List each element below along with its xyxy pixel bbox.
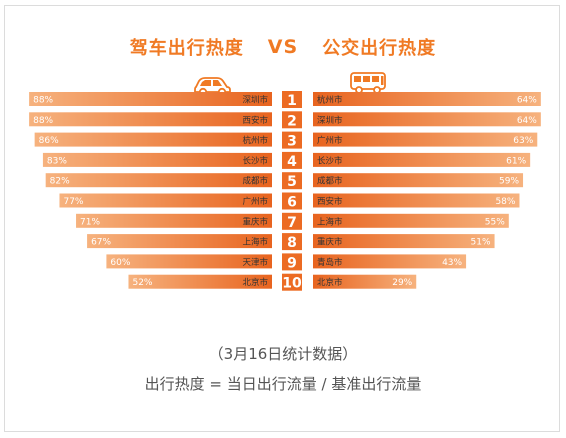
right-bar	[313, 274, 417, 289]
left-bar	[42, 152, 272, 167]
footnote-date: （3月16日统计数据）	[208, 345, 358, 363]
right-series: 杭州市 64% 深圳市 64% 广州市 63% 长沙市 61% 成都市 59% 西安市 58% 上海市 5…	[313, 92, 541, 289]
title-right: 公交出行热度	[322, 38, 437, 59]
left-city-label: 天津市	[242, 257, 268, 268]
left-bar-value: 60%	[110, 258, 130, 268]
right-city-label: 成都市	[317, 176, 343, 187]
title-left: 驾车出行热度	[129, 38, 244, 59]
rank-badge	[282, 212, 302, 230]
right-bar-value: 61%	[506, 156, 526, 166]
left-city-label: 广州市	[242, 196, 268, 207]
rank-badge	[282, 253, 302, 271]
right-bar	[313, 234, 495, 249]
left-bar	[45, 173, 273, 188]
rank-badge	[282, 192, 302, 210]
right-city-label: 青岛市	[317, 257, 343, 268]
left-city-label: 西安市	[242, 115, 268, 126]
rank-badge	[282, 233, 302, 251]
rank-number: 9	[287, 255, 297, 271]
rank-number: 4	[287, 154, 297, 170]
right-city-label: 北京市	[317, 277, 343, 288]
car-icon	[194, 77, 231, 97]
rank-number: 1	[287, 93, 297, 109]
left-bar	[34, 132, 272, 147]
right-bar	[313, 152, 531, 167]
left-series: 88% 深圳市 88% 西安市 86% 杭州市 83% 长沙市 82% 成都市 77% 广州市 71% 重…	[29, 92, 273, 289]
right-city-label: 上海市	[317, 216, 343, 227]
right-bar-value: 29%	[392, 278, 412, 288]
left-bar-value: 88%	[33, 96, 53, 106]
left-bar	[29, 92, 273, 106]
rank-badge	[282, 273, 302, 291]
right-bar-value: 64%	[517, 116, 537, 126]
left-city-label: 深圳市	[242, 95, 268, 106]
left-bar-value: 88%	[33, 116, 53, 126]
right-bar-value: 58%	[495, 197, 515, 207]
rank-number: 2	[287, 113, 297, 129]
rank-badge	[282, 91, 302, 108]
left-bar-value: 82%	[50, 177, 70, 187]
left-city-label: 北京市	[242, 277, 268, 288]
chart-title: 驾车出行热度 VS 公交出行热度	[0, 32, 566, 62]
left-bar	[59, 193, 273, 208]
right-city-label: 深圳市	[317, 115, 343, 126]
right-bar-value: 51%	[471, 238, 491, 248]
right-bar-value: 63%	[513, 136, 533, 146]
right-bar	[313, 193, 520, 208]
right-bar-value: 59%	[499, 177, 519, 187]
rank-number: 5	[287, 174, 297, 190]
rank-number: 8	[287, 235, 297, 251]
rank-badge	[282, 151, 302, 169]
left-bar	[29, 112, 273, 127]
right-bar-value: 43%	[442, 258, 462, 268]
rank-number: 7	[287, 215, 297, 231]
rank-number: 3	[287, 134, 297, 150]
right-city-label: 杭州市	[317, 95, 343, 106]
left-bar-value: 52%	[132, 278, 152, 288]
right-city-label: 西安市	[317, 196, 343, 207]
right-bar-value: 64%	[517, 96, 537, 106]
right-bar-value: 55%	[485, 217, 505, 227]
rank-number: 10	[282, 276, 302, 292]
rank-column: 1 2 3 4 5 6 7 8 9 10	[282, 91, 302, 292]
left-city-label: 重庆市	[242, 216, 268, 227]
right-city-label: 长沙市	[317, 155, 343, 166]
left-bar-value: 71%	[80, 217, 100, 227]
rank-badge	[282, 131, 302, 149]
right-bar	[313, 112, 541, 127]
right-city-label: 广州市	[317, 135, 343, 146]
right-bar	[313, 173, 524, 188]
right-city-label: 重庆市	[317, 237, 343, 248]
rank-badge	[282, 111, 302, 129]
left-bar-value: 86%	[39, 136, 59, 146]
left-bar-value: 83%	[47, 156, 67, 166]
rank-number: 6	[287, 195, 297, 211]
left-bar	[76, 213, 272, 228]
bus-icon	[350, 72, 386, 94]
left-bar	[87, 234, 272, 249]
right-bar	[313, 213, 509, 228]
left-city-label: 杭州市	[242, 135, 268, 146]
left-city-label: 上海市	[242, 237, 268, 248]
left-city-label: 成都市	[242, 176, 268, 187]
footnote-formula: 出行热度 = 当日出行流量 / 基准出行流量	[144, 375, 422, 393]
right-bar	[313, 92, 541, 106]
right-bar	[313, 132, 538, 147]
title-vs: VS	[267, 36, 299, 58]
rank-badge	[282, 172, 302, 190]
left-bar	[128, 274, 272, 289]
left-bar-value: 77%	[63, 197, 83, 207]
left-bar	[106, 254, 273, 269]
left-bar-value: 67%	[91, 238, 111, 248]
right-bar	[313, 254, 467, 269]
left-city-label: 长沙市	[242, 155, 268, 166]
